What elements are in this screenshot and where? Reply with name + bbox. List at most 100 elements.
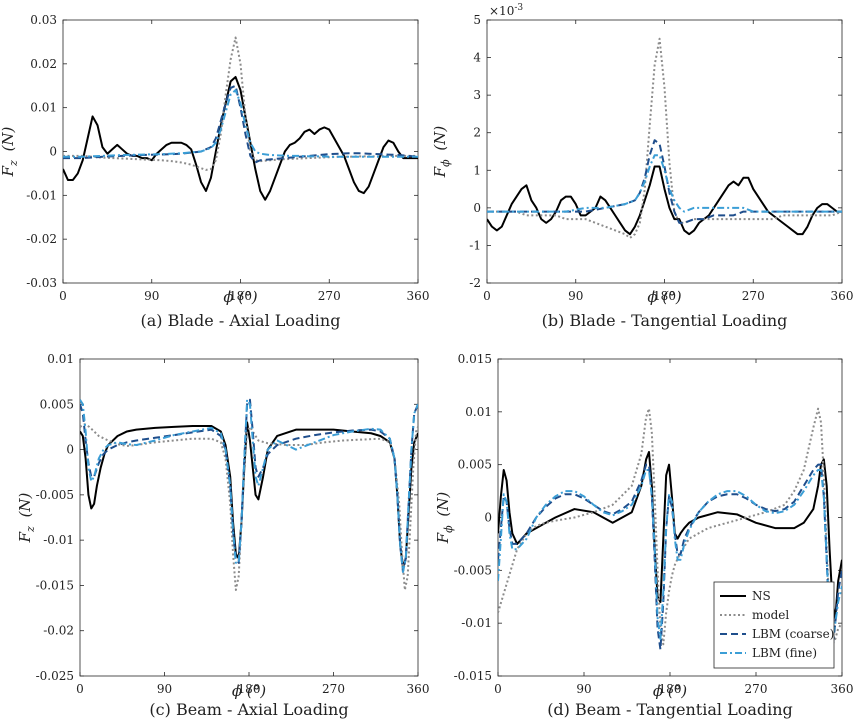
x-tick-label: 0 — [59, 289, 67, 303]
legend-label: LBM (coarse) — [752, 627, 834, 641]
subplot-caption: (b) Blade - Tangential Loading — [542, 311, 788, 330]
y-tick-label: 0.03 — [30, 13, 57, 27]
y-label-main: F — [0, 165, 17, 177]
subplot-caption: (c) Beam - Axial Loading — [149, 700, 348, 719]
x-tick-label: 90 — [157, 682, 172, 696]
series-line-lbm-fine — [80, 398, 418, 573]
series-line-model — [498, 407, 842, 646]
y-tick-label: 1 — [473, 163, 481, 177]
x-tick-label: 180 — [238, 682, 261, 696]
y-tick-label: -0.025 — [36, 669, 74, 683]
x-tick-label: 270 — [318, 289, 341, 303]
panel-1: 0 90 180 270 360 -2 -1 0 1 2 3 4 5 ×10-3 Fϕ (N) ϕ (°) (b… — [431, 3, 853, 330]
x-tick-label: 90 — [576, 682, 591, 696]
series-line-ns — [63, 75, 418, 201]
x-tick-label: 90 — [568, 289, 583, 303]
y-tick-label: -0.02 — [43, 624, 74, 638]
legend: NS model LBM (coarse) LBM (fine) — [713, 581, 835, 669]
y-tick-label: 0 — [473, 201, 481, 215]
x-tick-label: 360 — [831, 289, 854, 303]
y-tick-label: -0.03 — [26, 276, 57, 290]
y-tick-label: 3 — [473, 88, 481, 102]
series-line-model — [63, 36, 418, 171]
x-tick-label: 180 — [229, 289, 252, 303]
y-tick-label: -2 — [469, 276, 481, 290]
y-tick-label: -0.015 — [36, 578, 74, 592]
y-label-unit: (N) — [434, 492, 452, 522]
y-tick-label: 0.01 — [30, 101, 57, 115]
panel-0: 0 90 180 270 360 -0.03 -0.02 -0.01 0 0.01 0.02 0.03… — [0, 13, 429, 330]
y-tick-label: 0.01 — [465, 405, 492, 419]
x-tick-label: 270 — [742, 289, 765, 303]
y-scale-base: ×10 — [489, 4, 514, 18]
y-tick-label: 2 — [473, 126, 481, 140]
y-tick-label: -0.02 — [26, 232, 57, 246]
y-tick-label: 0.015 — [458, 352, 492, 366]
x-tick-label: 180 — [653, 289, 676, 303]
y-label-main: F — [431, 166, 449, 178]
x-tick-label: 270 — [322, 682, 345, 696]
panel-2: 0 90 180 270 360 -0.025 -0.02 -0.015 -0.01 -0.005… — [16, 352, 429, 719]
y-label-sub: z — [24, 526, 37, 533]
y-label-main: F — [434, 532, 452, 544]
x-axis-label: ϕ (°) — [223, 288, 257, 306]
y-tick-label: 0 — [49, 145, 57, 159]
legend-label: model — [752, 608, 789, 622]
series-group — [487, 37, 842, 239]
series-group — [63, 36, 418, 201]
y-label-unit: (N) — [16, 492, 34, 522]
series-line-lbm-fine — [487, 154, 842, 213]
series-line-lbm-fine — [498, 468, 842, 641]
x-axis-label: ϕ (°) — [647, 288, 681, 306]
series-line-lbm-coarse — [498, 463, 842, 651]
series-line-lbm-coarse — [487, 139, 842, 224]
y-tick-label: -0.01 — [461, 616, 492, 630]
series-group — [498, 407, 842, 651]
y-label-unit: (N) — [0, 126, 17, 156]
y-tick-label: 4 — [473, 51, 481, 65]
x-tick-label: 90 — [144, 289, 159, 303]
y-tick-label: -0.005 — [454, 563, 492, 577]
y-scale-exp: -3 — [514, 3, 523, 13]
y-tick-label: 0.01 — [47, 352, 74, 366]
x-tick-label: 360 — [407, 682, 430, 696]
y-tick-label: -0.005 — [36, 488, 74, 502]
y-tick-label: -0.015 — [454, 669, 492, 683]
series-line-ns — [487, 165, 842, 236]
x-axis-label: ϕ (°) — [232, 682, 266, 700]
subplot-caption: (a) Blade - Axial Loading — [141, 311, 341, 330]
y-axis-label: Fϕ (N) — [431, 126, 452, 179]
subplot-caption: (d) Beam - Tangential Loading — [547, 700, 793, 719]
y-label-sub: z — [7, 160, 20, 167]
y-tick-label: 0.005 — [458, 458, 492, 472]
plot-frame — [79, 358, 419, 677]
y-label-unit: (N) — [431, 126, 449, 156]
x-tick-label: 360 — [407, 289, 430, 303]
x-tick-label: 0 — [494, 682, 502, 696]
y-scale-note: ×10-3 — [489, 3, 523, 18]
plot-frame — [486, 19, 843, 284]
y-tick-label: 5 — [473, 13, 481, 27]
y-tick-label: 0 — [66, 443, 74, 457]
y-label-sub: ϕ — [439, 159, 452, 167]
x-tick-label: 360 — [831, 682, 854, 696]
x-tick-label: 0 — [483, 289, 491, 303]
y-label-sub: ϕ — [442, 525, 455, 533]
y-axis-label: Fϕ (N) — [434, 492, 455, 545]
series-line-ns — [498, 450, 842, 619]
legend-label: LBM (fine) — [752, 646, 817, 660]
x-tick-label: 270 — [745, 682, 768, 696]
x-tick-label: 180 — [659, 682, 682, 696]
x-tick-label: 0 — [76, 682, 84, 696]
series-line-model — [487, 37, 842, 239]
y-tick-label: 0.005 — [40, 397, 74, 411]
y-label-main: F — [16, 531, 34, 543]
y-tick-label: -1 — [469, 238, 481, 252]
y-axis-label: Fz (N) — [16, 492, 37, 543]
legend-label: NS — [752, 589, 771, 603]
y-tick-label: 0 — [484, 511, 492, 525]
series-line-lbm-fine — [63, 89, 418, 158]
y-tick-label: -0.01 — [43, 533, 74, 547]
x-axis-label: ϕ (°) — [653, 682, 687, 700]
